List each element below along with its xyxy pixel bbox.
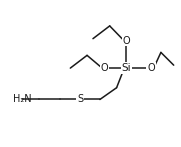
Text: S: S — [77, 95, 83, 105]
Text: O: O — [123, 36, 130, 46]
Text: O: O — [101, 63, 109, 73]
Text: Si: Si — [122, 63, 131, 73]
Text: H₂N: H₂N — [13, 95, 32, 105]
Text: O: O — [147, 63, 155, 73]
